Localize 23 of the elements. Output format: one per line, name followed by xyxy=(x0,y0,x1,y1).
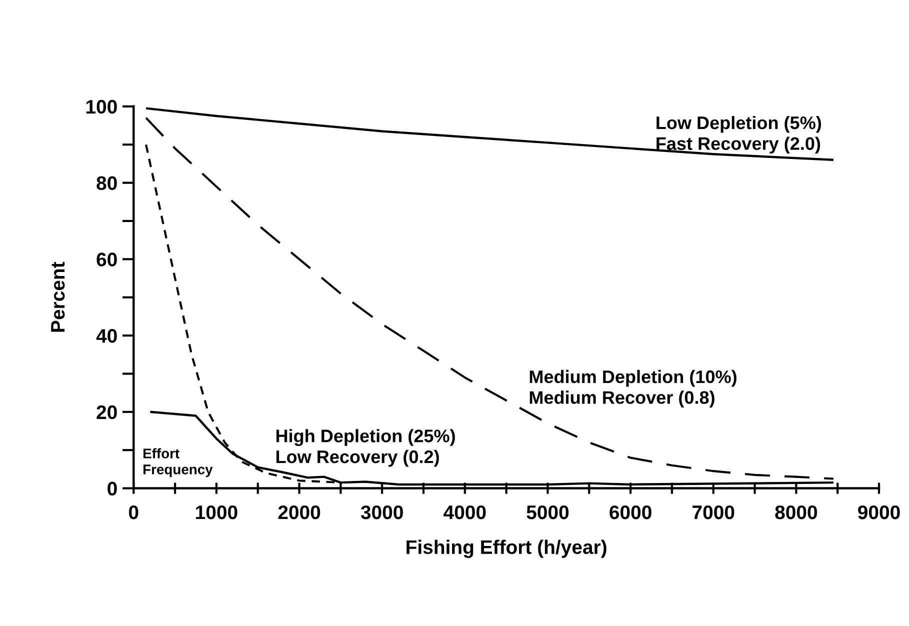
line-series xyxy=(144,107,835,161)
y-tick-label: 80 xyxy=(96,176,117,190)
x-axis-title: Fishing Effort (h/year) xyxy=(406,540,606,558)
x-tick-label: 3000 xyxy=(360,505,403,520)
y-tick-label: 20 xyxy=(96,405,117,420)
x-tick-label: 1000 xyxy=(196,505,238,520)
y-tick-label: 60 xyxy=(96,252,117,266)
x-tick-label: 5000 xyxy=(526,505,569,520)
annotation: Medium Depletion (10%) Medium Recover (0.8) xyxy=(530,370,736,408)
x-tick-label: 7000 xyxy=(692,505,734,520)
y-tick-label: 40 xyxy=(96,329,117,343)
annotation: High Depletion (25%) Low Recovery (0.2) xyxy=(276,429,455,467)
y-tick-label: 0 xyxy=(108,482,117,496)
x-tick-label: 9000 xyxy=(858,505,900,520)
x-tick-label: 4000 xyxy=(444,505,486,520)
x-tick-label: 6000 xyxy=(610,505,652,520)
y-tick-label: 100 xyxy=(86,100,117,114)
annotation: Effort Frequency xyxy=(143,448,213,478)
x-tick-label: 2000 xyxy=(278,505,320,520)
annotation: Low Depletion (5%) Fast Recovery (2.0) xyxy=(656,116,822,154)
y-axis-title: Percent xyxy=(51,262,65,332)
x-tick-label: 0 xyxy=(128,505,138,520)
x-tick-label: 8000 xyxy=(775,505,818,520)
